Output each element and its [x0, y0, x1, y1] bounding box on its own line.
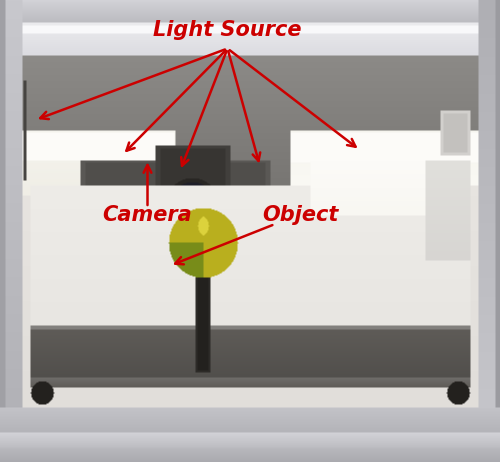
Text: Light Source: Light Source: [153, 20, 302, 40]
Text: Object: Object: [262, 205, 338, 225]
Text: Camera: Camera: [102, 205, 192, 225]
